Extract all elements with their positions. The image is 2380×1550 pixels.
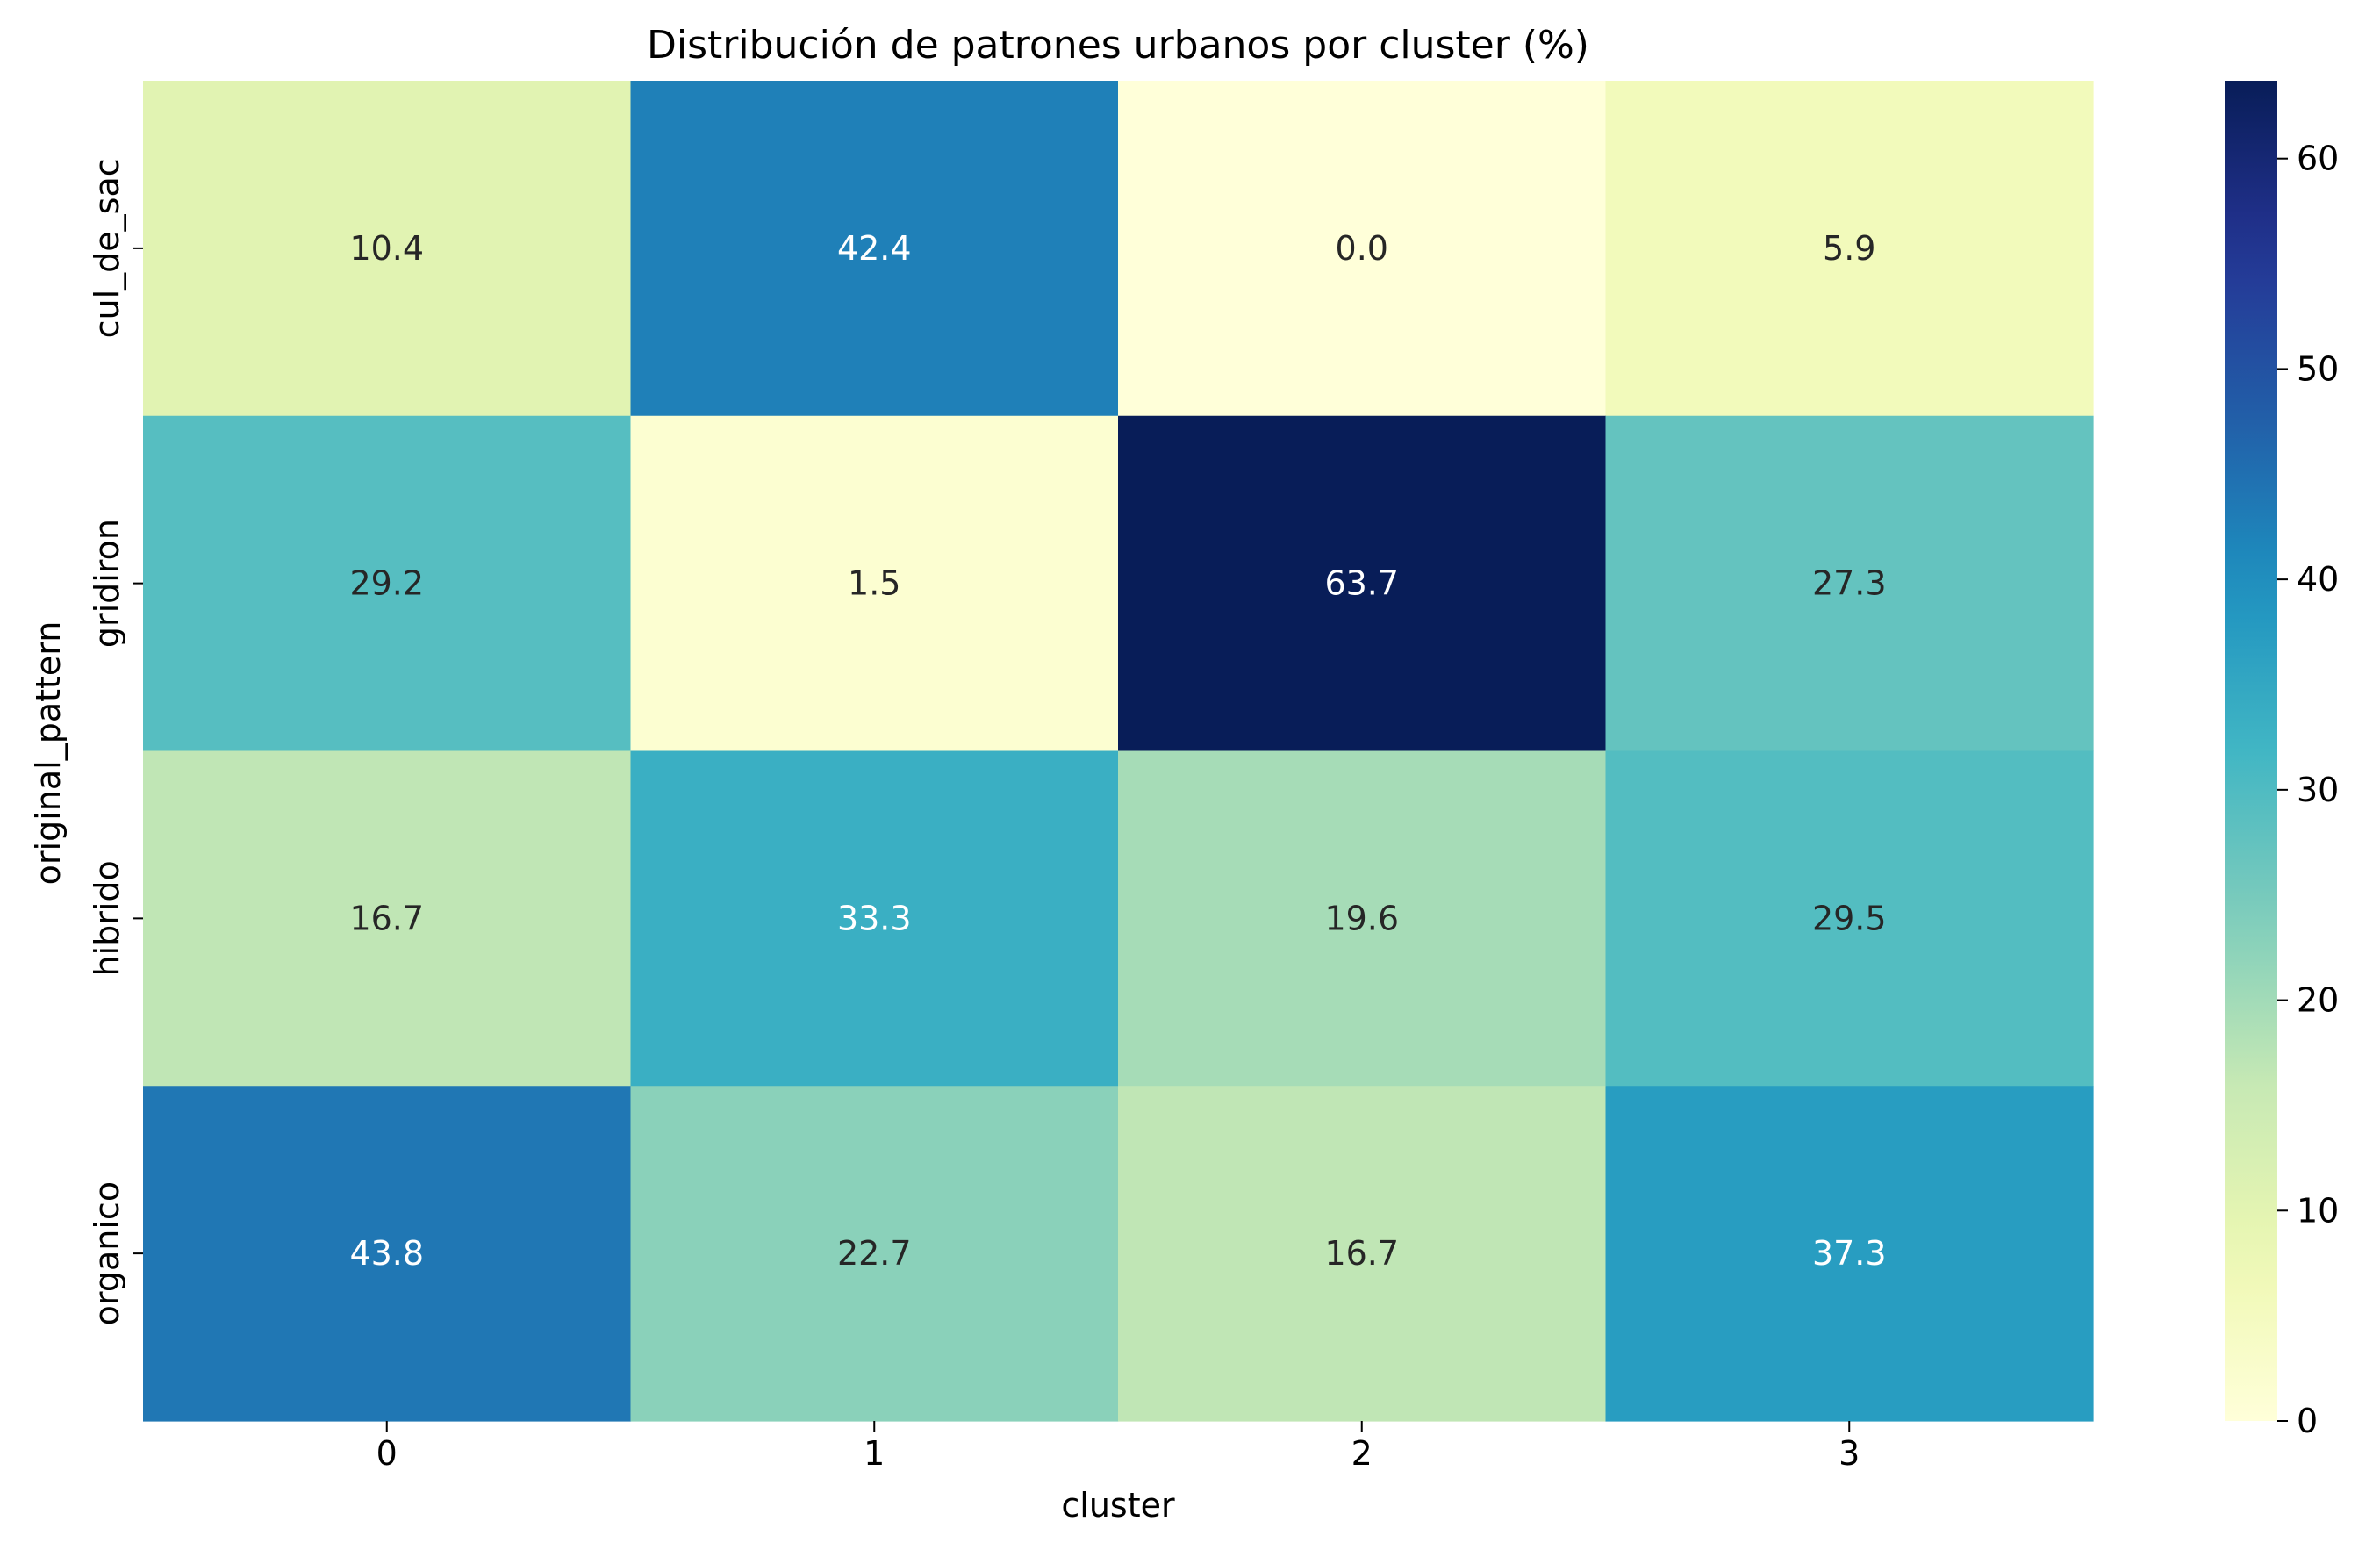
cell-value-label: 16.7 [349, 899, 424, 937]
heatmap-cell [630, 415, 1119, 752]
heatmap-cell [1118, 750, 1607, 1087]
cell-value-label: 22.7 [837, 1234, 912, 1273]
colorbar-tick-label: 10 [2297, 1191, 2339, 1230]
colorbar-tick-label: 60 [2297, 140, 2339, 178]
heatmap-cell [143, 1086, 632, 1422]
heatmap-cell [630, 1086, 1119, 1422]
heatmap-cell [1118, 1086, 1607, 1422]
cell-value-label: 37.3 [1812, 1234, 1887, 1273]
x-axis-label: cluster [1061, 1486, 1175, 1525]
heatmap-cell [630, 750, 1119, 1087]
heatmap-cell [1605, 750, 2094, 1087]
y-tick-label: cul_de_sac [88, 158, 126, 338]
colorbar-tick-label: 30 [2297, 771, 2339, 809]
heatmap-cell-labels: 10.4 42.4 0.0 5.9 29.2 1.5 63.7 27.3 16.7 33.3 19.… [349, 229, 1886, 1273]
colorbar-gradient [2225, 81, 2277, 1421]
cell-value-label: 5.9 [1823, 229, 1875, 268]
y-tick-label: gridiron [88, 519, 126, 648]
colorbar-tick-label: 20 [2297, 981, 2339, 1020]
cell-value-label: 0.0 [1336, 229, 1388, 268]
y-tick-label: hibrido [88, 860, 126, 976]
x-tick-label: 1 [864, 1434, 885, 1473]
heatmap-cells [143, 81, 2094, 1422]
colorbar: 0 10 20 30 40 50 60 [2225, 81, 2339, 1440]
y-tick-label: organico [88, 1181, 126, 1325]
cell-value-label: 42.4 [837, 229, 912, 268]
heatmap-cell [143, 750, 632, 1087]
heatmap-cell [1118, 415, 1607, 752]
heatmap-cell [143, 81, 632, 417]
cell-value-label: 63.7 [1324, 564, 1399, 603]
cell-value-label: 27.3 [1812, 564, 1887, 603]
heatmap-cell [1605, 81, 2094, 417]
colorbar-tick-label: 40 [2297, 560, 2339, 599]
colorbar-tick-label: 50 [2297, 349, 2339, 388]
heatmap-cell [1605, 1086, 2094, 1422]
x-tick-label: 3 [1839, 1434, 1860, 1473]
cell-value-label: 19.6 [1324, 899, 1399, 937]
heatmap-cell [630, 81, 1119, 417]
x-axis: 0 1 2 3 [376, 1421, 1860, 1473]
cell-value-label: 33.3 [837, 899, 912, 937]
cell-value-label: 16.7 [1324, 1234, 1399, 1273]
heatmap-cell [1605, 415, 2094, 752]
heatmap-cell [1118, 81, 1607, 417]
y-axis-label: original_pattern [29, 621, 68, 886]
chart-title: Distribución de patrones urbanos por clu… [647, 23, 1589, 68]
cell-value-label: 29.5 [1812, 899, 1887, 937]
cell-value-label: 1.5 [848, 564, 900, 603]
y-axis: cul_de_sac gridiron hibrido organico [88, 158, 143, 1325]
colorbar-tick-label: 0 [2297, 1402, 2318, 1440]
cell-value-label: 43.8 [349, 1234, 424, 1273]
heatmap-cell [143, 415, 632, 752]
cell-value-label: 10.4 [349, 229, 424, 268]
x-tick-label: 2 [1351, 1434, 1373, 1473]
x-tick-label: 0 [376, 1434, 398, 1473]
cell-value-label: 29.2 [349, 564, 424, 603]
